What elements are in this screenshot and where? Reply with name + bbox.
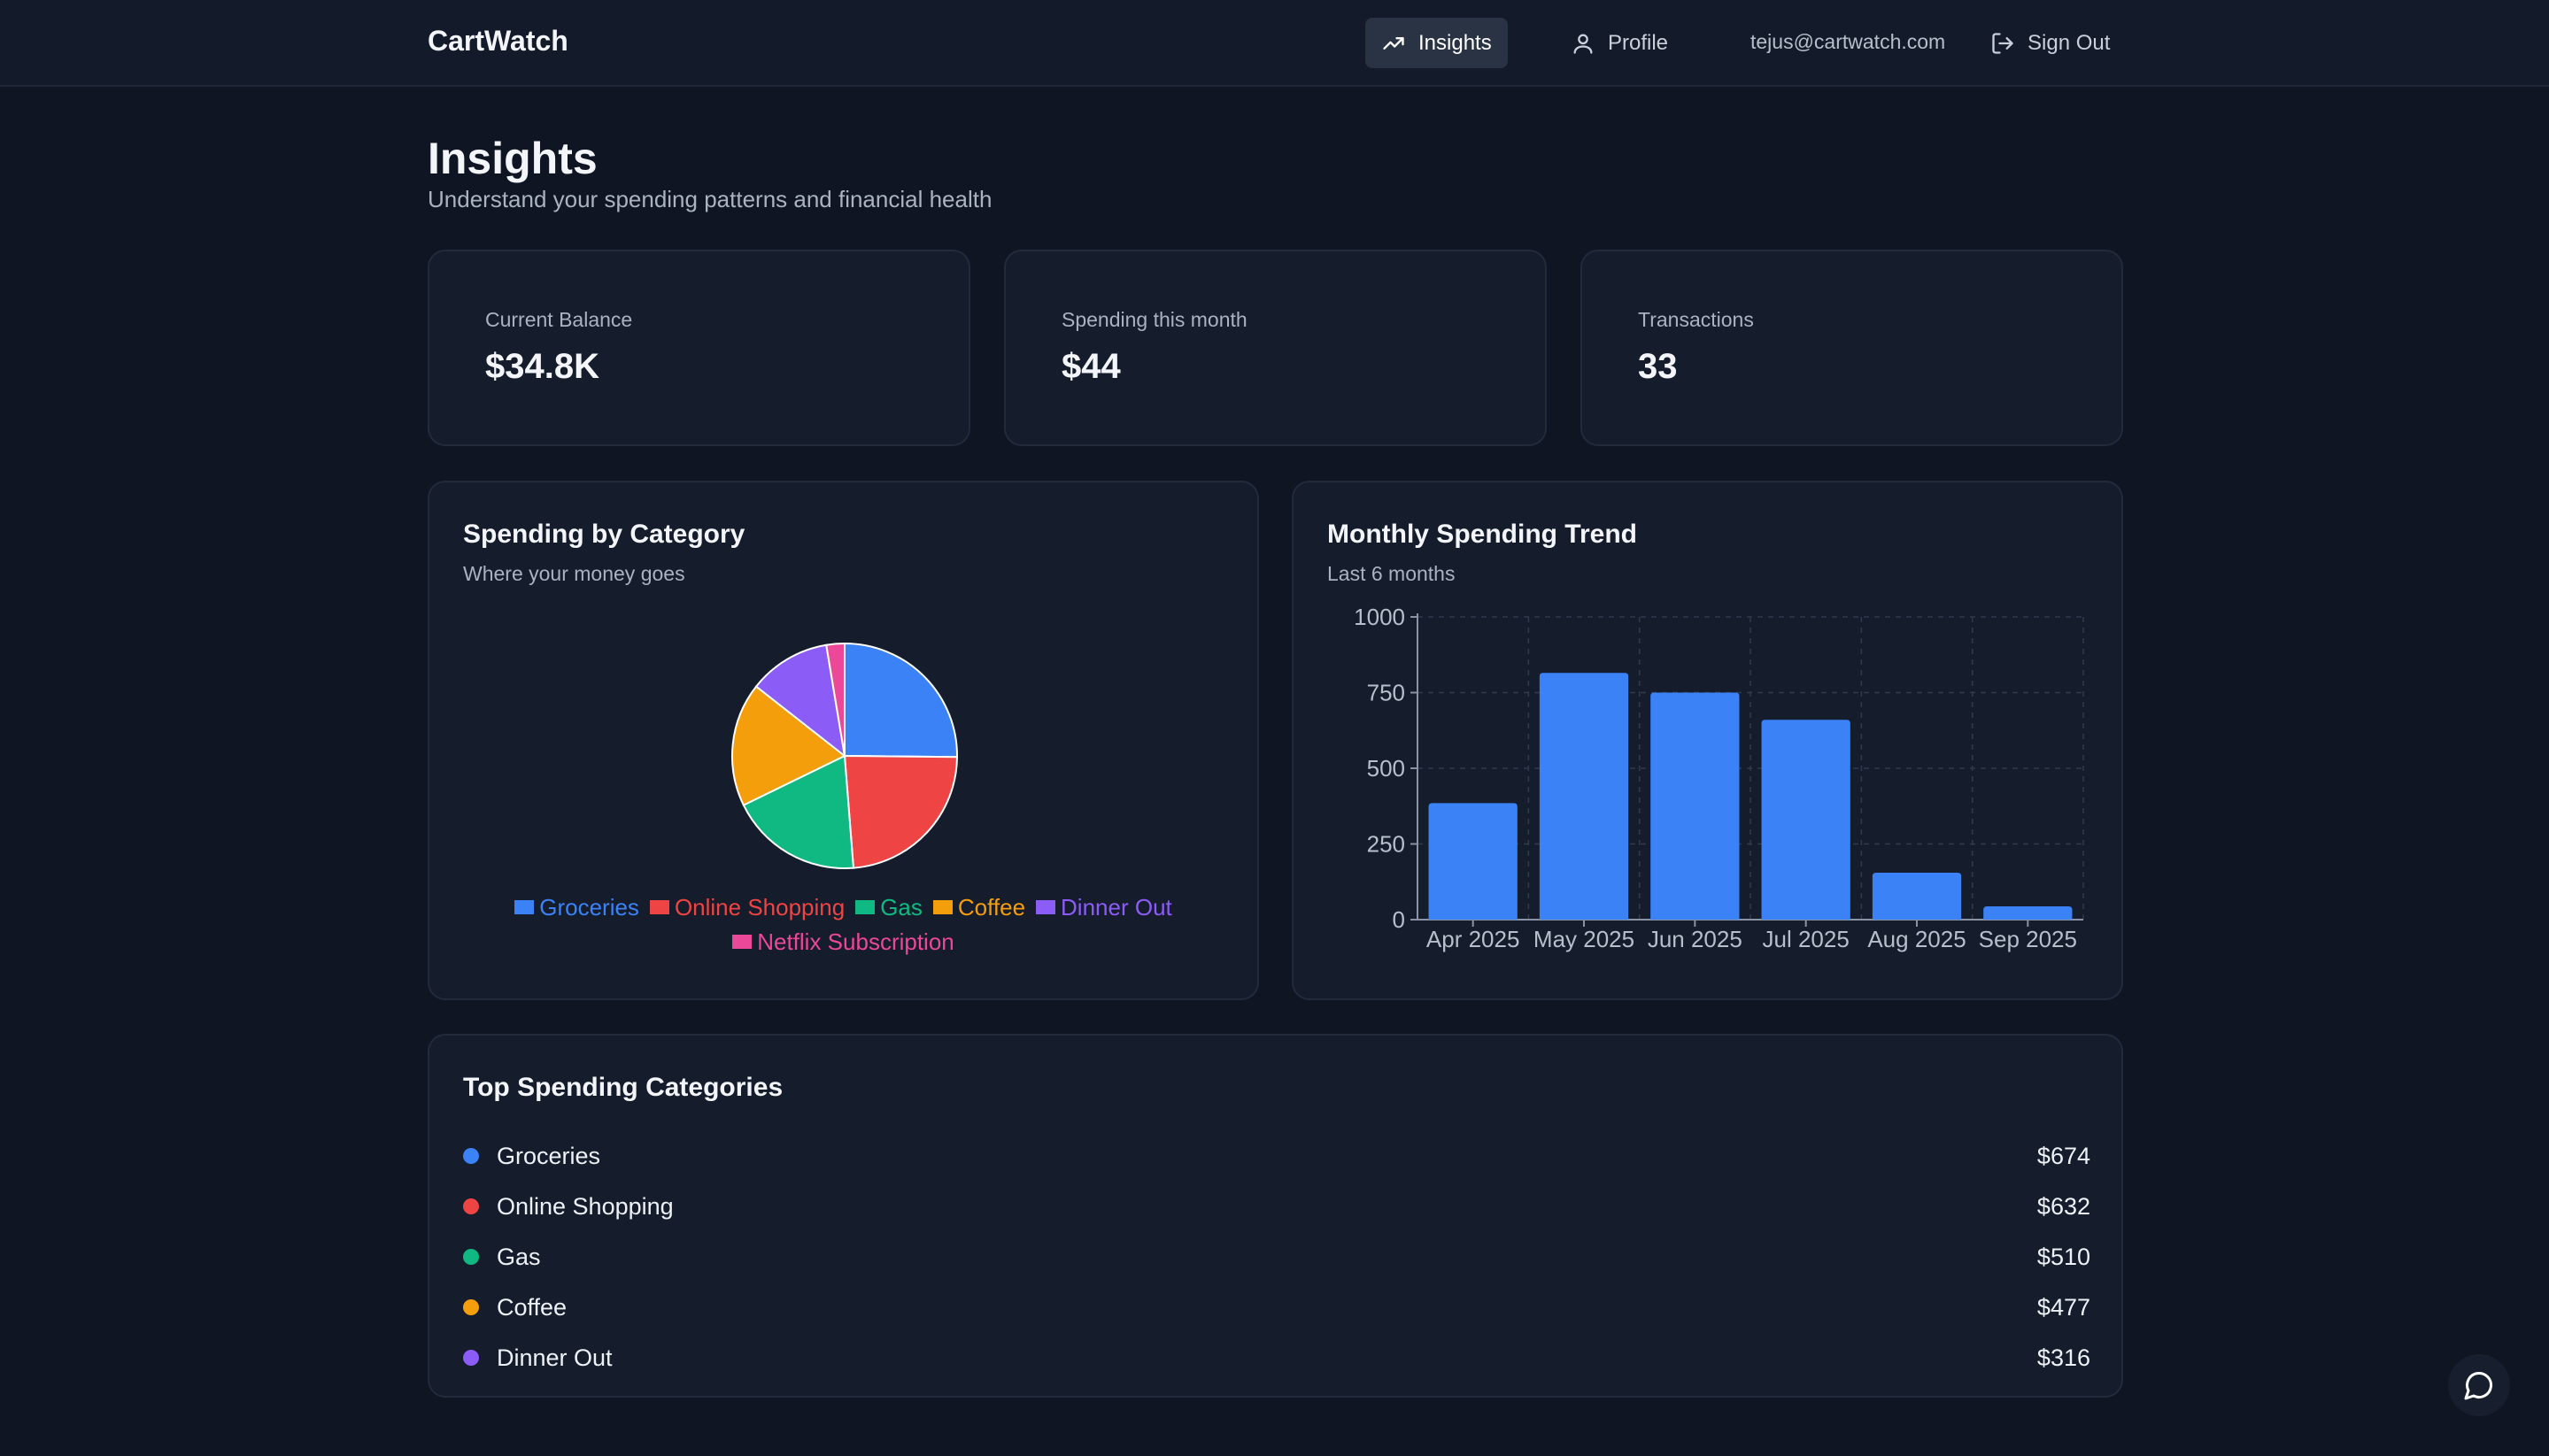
- legend-label: Online Shopping: [674, 894, 846, 921]
- y-tick-label: 500: [1367, 755, 1405, 782]
- card-title: Top Spending Categories: [463, 1073, 784, 1102]
- stat-card-transactions: Transactions 33: [1580, 250, 2123, 446]
- legend-label: Gas: [880, 894, 923, 921]
- top-categories-card: Top Spending Categories Groceries $674 Onl…: [428, 1034, 2123, 1398]
- legend-swatch: [855, 900, 876, 914]
- legend-item[interactable]: Groceries: [514, 890, 639, 924]
- legend-item[interactable]: Online Shopping: [649, 890, 846, 924]
- nav-insights-button[interactable]: Insights: [1365, 18, 1508, 68]
- nav-insights-label: Insights: [1418, 30, 1492, 55]
- sign-out-button[interactable]: Sign Out: [1974, 18, 2126, 68]
- list-item: Online Shopping $632: [463, 1189, 2090, 1224]
- chat-bubble-icon: [2464, 1371, 2493, 1400]
- bar-jun-2025[interactable]: [1650, 692, 1740, 921]
- category-chart-card: Spending by Category Where your money go…: [428, 481, 1259, 1000]
- bar-aug-2025[interactable]: [1872, 872, 1962, 920]
- stat-value: $34.8K: [485, 347, 599, 386]
- stat-value: 33: [1638, 347, 1678, 386]
- category-color-dot: [463, 1198, 479, 1214]
- pie-slice-online-shopping[interactable]: [843, 754, 959, 869]
- x-tick-label: May 2025: [1533, 926, 1634, 952]
- category-label: Coffee: [497, 1293, 568, 1321]
- category-amount: $632: [2036, 1192, 2090, 1220]
- category-color-dot: [463, 1350, 479, 1366]
- category-amount: $477: [2036, 1293, 2090, 1321]
- category-amount: $316: [2036, 1344, 2090, 1371]
- category-label: Gas: [497, 1243, 541, 1270]
- list-item: Groceries $674: [463, 1138, 2090, 1174]
- legend-swatch: [1036, 900, 1056, 914]
- y-tick-label: 0: [1393, 906, 1405, 933]
- list-item: Gas $510: [463, 1239, 2090, 1275]
- category-label: Online Shopping: [497, 1192, 674, 1220]
- list-item: Dinner Out $316: [463, 1340, 2090, 1375]
- chat-button[interactable]: [2448, 1354, 2510, 1416]
- bar-sep-2025[interactable]: [1983, 905, 2073, 920]
- user-email: tejus@cartwatch.com: [1750, 30, 1946, 53]
- bar-may-2025[interactable]: [1539, 673, 1629, 920]
- stat-card-spending: Spending this month $44: [1004, 250, 1547, 446]
- legend-label: Coffee: [957, 894, 1026, 921]
- legend-swatch: [514, 900, 535, 914]
- trend-chart-card: Monthly Spending Trend Last 6 months 0 25…: [1292, 481, 2123, 1000]
- legend-item[interactable]: Netflix Subscription: [732, 925, 954, 959]
- legend-label: Netflix Subscription: [757, 928, 954, 955]
- y-tick-label: 1000: [1354, 604, 1405, 630]
- brand-logo[interactable]: CartWatch: [428, 25, 568, 57]
- trending-up-icon: [1383, 36, 1404, 50]
- x-tick-label: Jul 2025: [1763, 926, 1850, 952]
- pie-chart: [731, 642, 959, 869]
- category-label: Dinner Out: [497, 1344, 613, 1371]
- x-tick-label: Sep 2025: [1979, 926, 2077, 952]
- bar-jul-2025[interactable]: [1761, 720, 1850, 920]
- category-amount: $674: [2036, 1142, 2090, 1169]
- stat-label: Current Balance: [485, 308, 633, 331]
- legend-item[interactable]: Coffee: [932, 890, 1026, 924]
- legend-swatch: [732, 935, 753, 949]
- page-title: Insights: [428, 134, 598, 183]
- top-navbar: CartWatch Insights Profile tejus@cartwat…: [0, 0, 2549, 87]
- list-item: Coffee $477: [463, 1290, 2090, 1325]
- category-color-dot: [463, 1249, 479, 1265]
- category-amount: $510: [2036, 1243, 2090, 1270]
- log-out-icon: [1992, 32, 2013, 54]
- page-subtitle: Understand your spending patterns and fi…: [428, 186, 993, 212]
- user-icon: [1573, 34, 1593, 54]
- stat-value: $44: [1062, 347, 1121, 386]
- category-color-dot: [463, 1148, 479, 1164]
- bar-chart: 0 250 500 750 1000 Apr 2025 May 2025 Jun 2025 Ju…: [1354, 604, 2084, 952]
- legend-item[interactable]: Gas: [855, 890, 923, 924]
- card-subtitle: Last 6 months: [1327, 562, 1456, 585]
- stat-label: Spending this month: [1062, 308, 1247, 331]
- legend-item[interactable]: Dinner Out: [1036, 890, 1172, 924]
- y-tick-label: 250: [1367, 831, 1405, 858]
- pie-slice-dinner-out[interactable]: [754, 643, 846, 759]
- nav-profile-button[interactable]: Profile: [1555, 18, 1684, 68]
- x-tick-label: Aug 2025: [1867, 926, 1966, 952]
- x-tick-label: Apr 2025: [1426, 926, 1520, 952]
- pie-slice-groceries[interactable]: [844, 642, 958, 759]
- pie-slice-coffee[interactable]: [731, 685, 846, 806]
- sign-out-label: Sign Out: [2028, 30, 2111, 55]
- category-color-dot: [463, 1299, 479, 1315]
- nav-profile-label: Profile: [1608, 30, 1669, 55]
- bar-apr-2025[interactable]: [1428, 803, 1518, 920]
- legend-swatch: [649, 900, 669, 914]
- card-title: Spending by Category: [463, 520, 745, 549]
- stat-card-balance: Current Balance $34.8K: [428, 250, 970, 446]
- legend-label: Groceries: [539, 894, 639, 921]
- card-title: Monthly Spending Trend: [1327, 520, 1637, 549]
- x-tick-label: Jun 2025: [1648, 926, 1742, 952]
- legend-swatch: [932, 900, 953, 914]
- pie-slice-gas[interactable]: [742, 754, 855, 869]
- category-label: Groceries: [497, 1142, 601, 1169]
- card-subtitle: Where your money goes: [463, 562, 685, 585]
- pie-legend: Groceries Online Shopping Gas Coffee Dinner …: [429, 890, 1257, 959]
- y-tick-label: 750: [1367, 680, 1405, 706]
- pie-slice-netflix-subscription[interactable]: [825, 642, 846, 757]
- stat-label: Transactions: [1638, 308, 1754, 331]
- legend-label: Dinner Out: [1061, 894, 1172, 921]
